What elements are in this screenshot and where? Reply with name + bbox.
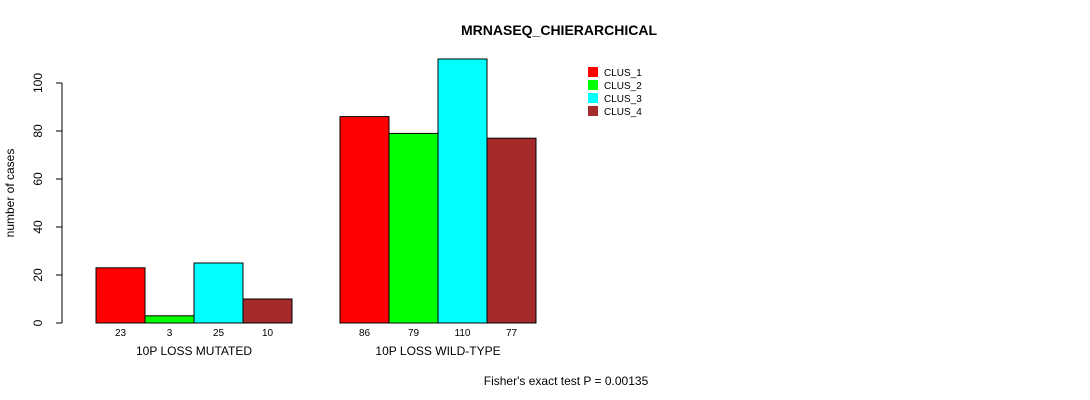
- y-tick-label: 0: [31, 319, 45, 326]
- legend-swatch: [588, 106, 598, 116]
- y-tick-label: 80: [31, 124, 45, 138]
- bar-value-label: 23: [115, 328, 127, 339]
- y-tick-label: 20: [31, 268, 45, 282]
- bar: [242, 298, 293, 324]
- y-tick-label: 60: [31, 172, 45, 186]
- legend-label: CLUS_1: [604, 68, 642, 79]
- fisher-test-footnote: Fisher's exact test P = 0.00135: [484, 374, 649, 388]
- legend-swatch: [588, 67, 598, 77]
- y-tick-label: 100: [31, 73, 45, 93]
- category-labels-group: 10P LOSS MUTATED 10P LOSS WILD-TYPE: [136, 344, 501, 358]
- bar-value-label: 10: [262, 328, 274, 339]
- bar: [193, 262, 244, 324]
- y-tick-label: 40: [31, 220, 45, 234]
- bars-group: [95, 58, 537, 324]
- bar: [388, 132, 439, 324]
- bar-value-label: 79: [408, 328, 420, 339]
- y-axis-label: number of cases: [3, 149, 17, 238]
- bar: [144, 315, 195, 324]
- bar: [486, 137, 537, 324]
- legend-swatch: [588, 80, 598, 90]
- bar: [339, 116, 390, 324]
- legend: CLUS_1 CLUS_2 CLUS_3 CLUS_4: [588, 67, 642, 118]
- legend-label: CLUS_3: [604, 94, 642, 105]
- legend-label: CLUS_4: [604, 107, 642, 118]
- category-label: 10P LOSS MUTATED: [136, 344, 252, 358]
- legend-label: CLUS_2: [604, 81, 642, 92]
- bar: [437, 58, 488, 324]
- legend-swatch: [588, 93, 598, 103]
- bar: [95, 267, 146, 324]
- bar-value-label: 25: [213, 328, 225, 339]
- category-label: 10P LOSS WILD-TYPE: [375, 344, 500, 358]
- bar-value-label: 110: [455, 328, 471, 339]
- chart-title: MRNASEQ_CHIERARCHICAL: [461, 22, 657, 38]
- value-labels-group: 23 3 25 10 86 79 110 77: [115, 328, 518, 339]
- bar-value-label: 86: [359, 328, 371, 339]
- bar-value-label: 77: [506, 328, 518, 339]
- bar-value-label: 3: [167, 328, 173, 339]
- y-axis: 0 20 40 60 80 100: [31, 73, 63, 326]
